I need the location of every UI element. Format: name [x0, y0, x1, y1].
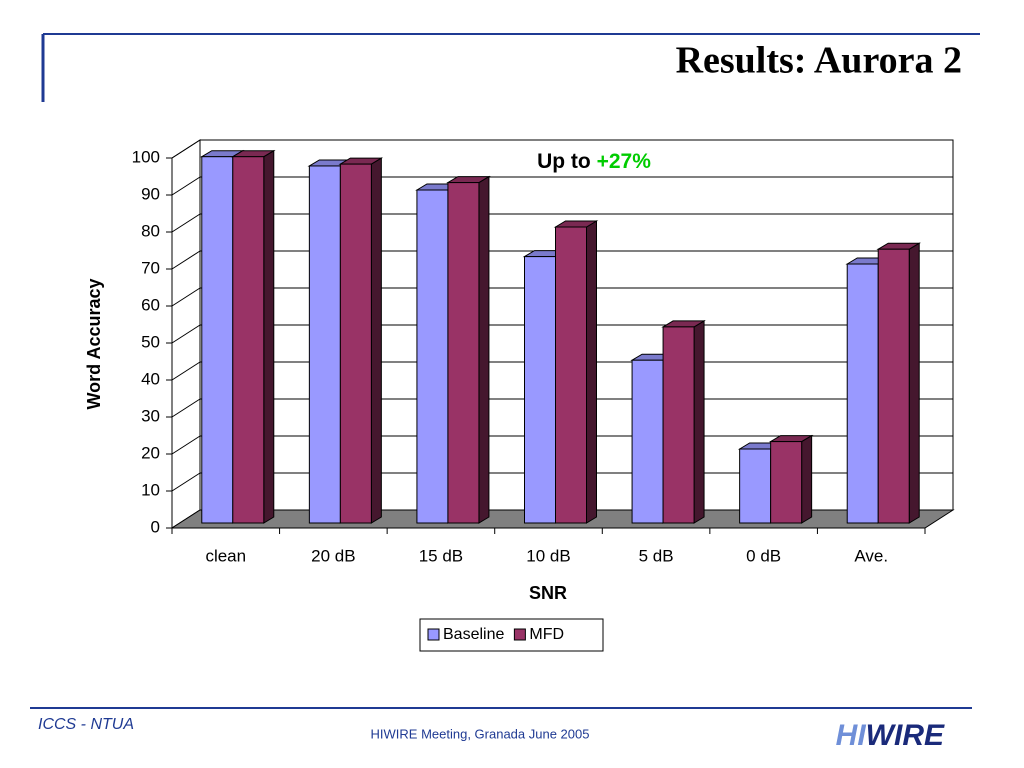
footer-left: ICCS - NTUA — [38, 716, 134, 733]
logo-part: WIRE — [866, 719, 945, 752]
bar-side — [478, 175, 490, 524]
legend-label: Baseline — [443, 626, 504, 643]
legend-swatch — [513, 628, 526, 641]
grid-line — [171, 287, 201, 307]
bar — [631, 359, 664, 524]
legend-box — [419, 618, 604, 652]
y-tick-label: 10 — [141, 480, 160, 499]
bar — [339, 163, 372, 524]
y-tick-label: 90 — [141, 184, 160, 203]
y-axis-title: Word Accuracy — [84, 278, 104, 409]
footer-center: HIWIRE Meeting, Granada June 2005 — [371, 726, 590, 741]
y-tick-label: 20 — [141, 443, 160, 462]
logo-part: HI — [836, 719, 867, 752]
grid-line — [171, 324, 201, 344]
x-axis-title: SNR — [529, 583, 567, 603]
y-tick-label: 80 — [141, 221, 160, 240]
x-tick-label: 15 dB — [419, 546, 463, 565]
y-tick-label: 0 — [151, 517, 160, 536]
grid-line — [171, 250, 201, 270]
slide-title: Results: Aurora 2 — [676, 40, 962, 82]
grid-line — [171, 398, 201, 418]
grid-line — [171, 472, 201, 492]
bar — [662, 326, 695, 524]
bar — [877, 248, 910, 524]
bar — [447, 182, 480, 524]
bar — [524, 256, 556, 524]
annotation-highlight: +27% — [597, 150, 652, 173]
y-tick-label: 70 — [141, 258, 160, 277]
bar — [555, 226, 587, 524]
legend-swatch — [427, 628, 440, 641]
bar — [739, 448, 772, 524]
x-tick-label: 20 dB — [311, 546, 355, 565]
y-tick-label: 30 — [141, 406, 160, 425]
bar — [201, 156, 234, 524]
grid-line — [171, 435, 201, 455]
y-tick-label: 100 — [132, 147, 160, 166]
grid-line — [171, 361, 201, 381]
bar-side — [263, 149, 275, 524]
bar — [846, 263, 879, 524]
bar — [232, 156, 265, 524]
annotation: Up to +27% — [537, 150, 651, 173]
x-tick-label: 5 dB — [639, 546, 674, 565]
bar-side — [801, 434, 813, 524]
x-tick-label: Ave. — [854, 546, 888, 565]
bar — [770, 441, 803, 524]
grid-line — [171, 176, 201, 196]
bar-side — [908, 242, 920, 524]
x-tick-label: clean — [205, 546, 246, 565]
bar-side — [693, 320, 705, 524]
x-tick-label: 0 dB — [746, 546, 781, 565]
y-tick-label: 50 — [141, 332, 160, 351]
bar-side — [586, 220, 597, 524]
legend-label: MFD — [529, 626, 564, 643]
logo: HIWIRE — [836, 719, 945, 752]
x-tick-label: 10 dB — [526, 546, 570, 565]
grid-line — [171, 139, 201, 159]
chart: 0 10 20 30 40 50 60 70 80 90 100 clean 20 dB 15 dB 10 … — [84, 139, 955, 652]
y-tick-label: 60 — [141, 295, 160, 314]
grid-line — [171, 213, 201, 233]
y-tick-label: 40 — [141, 369, 160, 388]
bar — [308, 165, 341, 524]
bar — [416, 189, 449, 524]
bar-side — [370, 157, 382, 524]
annotation-text: Up to — [537, 150, 591, 173]
